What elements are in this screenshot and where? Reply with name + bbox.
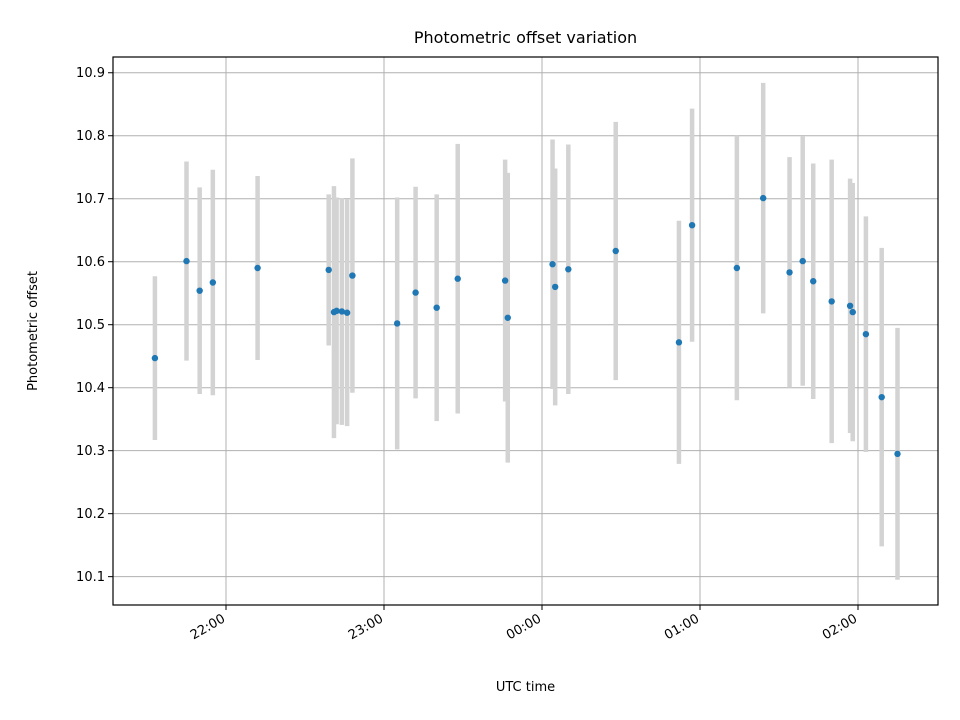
y-tick-label: 10.9 bbox=[76, 66, 105, 81]
data-point bbox=[254, 264, 261, 272]
y-axis-label: Photometric offset bbox=[26, 271, 41, 391]
data-point bbox=[333, 307, 340, 315]
data-point bbox=[433, 304, 440, 311]
data-point bbox=[338, 308, 346, 315]
data-point bbox=[878, 393, 885, 401]
data-point bbox=[343, 309, 351, 316]
data-point bbox=[412, 289, 419, 296]
data-point bbox=[501, 277, 509, 284]
data-point bbox=[733, 264, 741, 272]
data-point bbox=[183, 257, 190, 265]
data-point bbox=[810, 278, 817, 285]
data-point bbox=[325, 266, 332, 274]
data-point bbox=[849, 308, 856, 316]
y-tick-label: 10.1 bbox=[76, 570, 105, 585]
y-tick-label: 10.6 bbox=[76, 255, 105, 270]
data-point bbox=[688, 221, 696, 229]
data-point bbox=[894, 450, 901, 458]
data-point bbox=[846, 302, 854, 310]
data-point bbox=[675, 339, 683, 346]
data-point bbox=[151, 354, 159, 362]
y-tick-label: 10.2 bbox=[76, 507, 105, 522]
y-tick-label: 10.5 bbox=[76, 318, 105, 333]
chart-title: Photometric offset variation bbox=[414, 28, 637, 47]
data-point bbox=[799, 257, 806, 265]
data-point bbox=[760, 194, 767, 202]
data-point bbox=[549, 261, 556, 268]
y-tick-label: 10.8 bbox=[76, 129, 105, 144]
data-point bbox=[551, 283, 559, 291]
y-tick-label: 10.3 bbox=[76, 444, 105, 459]
data-point bbox=[209, 279, 217, 286]
data-point bbox=[828, 298, 835, 305]
data-point bbox=[862, 330, 870, 338]
y-tick-label: 10.7 bbox=[76, 192, 105, 207]
grid bbox=[113, 57, 938, 605]
data-point bbox=[196, 287, 203, 294]
data-point bbox=[393, 320, 401, 327]
data-point bbox=[504, 314, 511, 321]
data-point bbox=[454, 275, 461, 282]
data-points bbox=[151, 194, 901, 458]
data-point bbox=[349, 272, 356, 279]
data-point bbox=[565, 266, 572, 273]
plot-frame bbox=[112, 56, 939, 606]
data-point bbox=[786, 269, 793, 276]
x-axis-label: UTC time bbox=[496, 680, 555, 695]
y-tick-label: 10.4 bbox=[76, 381, 105, 396]
data-point bbox=[612, 247, 619, 255]
